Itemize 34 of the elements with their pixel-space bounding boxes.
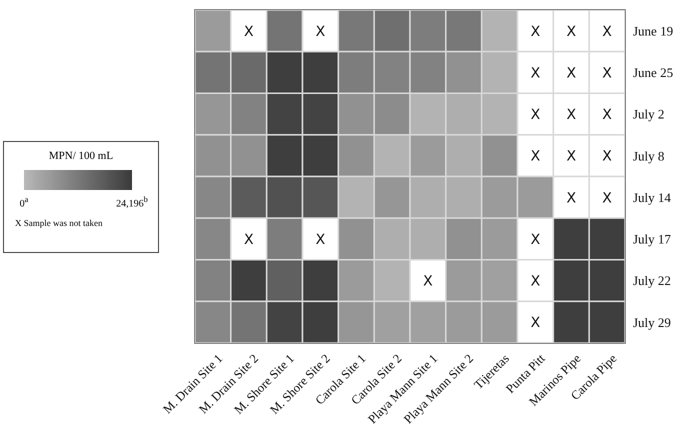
text: X [530, 274, 540, 290]
y-tick-label: July 2 [633, 106, 664, 122]
text: X [530, 315, 540, 332]
y-tick-label: July 22 [633, 273, 671, 288]
text: X [316, 24, 326, 40]
text: X [566, 24, 576, 40]
text: X [602, 107, 612, 124]
y-tick-label: July 8 [633, 148, 664, 164]
text: X [602, 65, 612, 82]
text: X [244, 24, 254, 40]
y-tick-label: July 14 [633, 190, 672, 205]
y-tick-label: July 29 [633, 314, 671, 330]
y-tick-label: June 19 [633, 23, 674, 38]
text: X [602, 148, 612, 165]
text: X Sample was not taken [15, 218, 102, 228]
text: X [530, 107, 540, 124]
text: X [602, 24, 612, 40]
text: X [530, 148, 540, 165]
text: X [530, 65, 540, 82]
text: X [602, 190, 612, 206]
text: X [566, 148, 576, 165]
color-bar-title: MPN/ 100 mL [48, 150, 114, 162]
text: X [530, 24, 540, 40]
text: X [566, 190, 576, 206]
y-tick-label: July 17 [633, 232, 672, 247]
text: X [530, 232, 540, 248]
y-tick-label: June 25 [633, 65, 674, 80]
color-bar-label: 0$^{a}$ [20, 195, 28, 210]
text: X [566, 107, 576, 124]
color-bar-label: 24,196$^{b}$ [116, 195, 148, 210]
text: X [566, 65, 576, 82]
text: X [244, 232, 254, 248]
text: X [423, 274, 433, 290]
text: X [316, 232, 326, 248]
